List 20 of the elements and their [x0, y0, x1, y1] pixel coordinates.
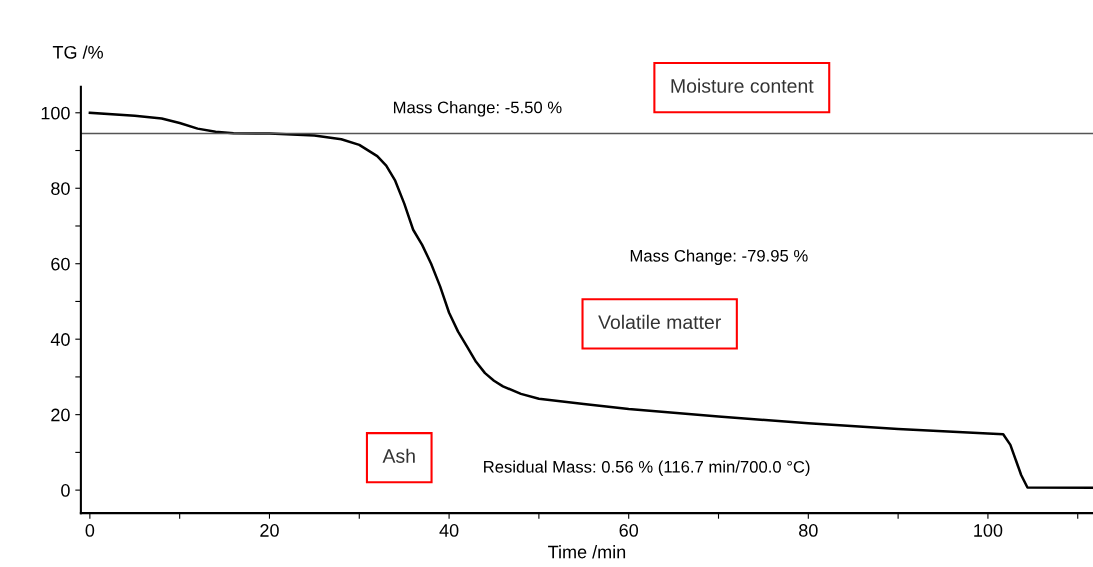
y-tick-label: 20 — [51, 408, 70, 422]
annotation: Volatile matter — [598, 314, 721, 330]
x-axis-title: Time /min — [548, 545, 626, 559]
annotation: Mass Change: -79.95 % — [630, 249, 808, 265]
x-tick-label: 100 — [974, 524, 1003, 537]
y-tick-label: 60 — [51, 257, 70, 271]
y-tick-label: 80 — [51, 182, 70, 195]
y-axis-title: TG /% — [52, 45, 103, 59]
x-tick-label: 20 — [260, 524, 279, 537]
annotation: Ash — [382, 448, 415, 463]
x-tick-label: 60 — [619, 524, 639, 537]
x-tick-label: 40 — [439, 524, 459, 537]
annotation: Moisture content — [671, 78, 814, 93]
x-tick-label: 0 — [85, 524, 95, 537]
annotation: Mass Change: -5.50 % — [393, 101, 562, 117]
x-tick-label: 80 — [799, 524, 818, 537]
y-tick-label: 100 — [41, 106, 70, 120]
y-tick-label: 40 — [50, 333, 70, 346]
annotation: Residual Mass: 0.56 % (116.7 min/700.0 °C) — [484, 460, 810, 477]
y-tick-label: 0 — [61, 484, 70, 497]
